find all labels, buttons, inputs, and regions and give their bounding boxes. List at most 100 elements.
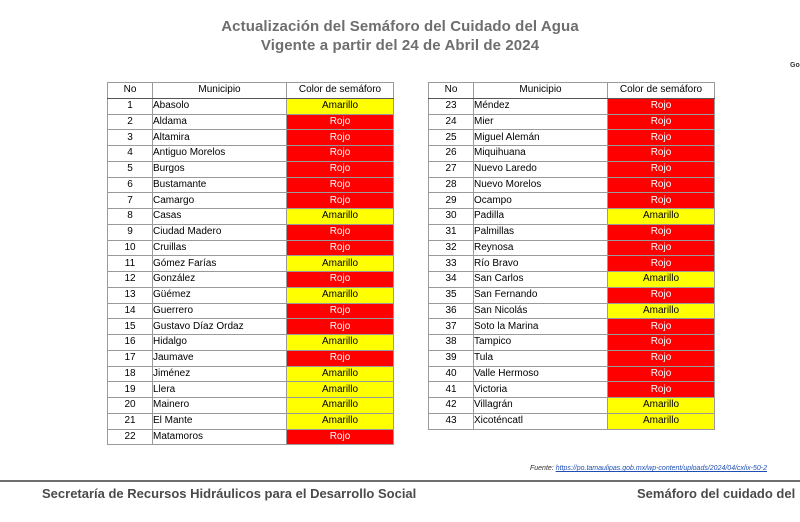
semaforo-color: Rojo: [607, 129, 715, 146]
semaforo-color: Rojo: [607, 381, 715, 398]
source-link[interactable]: https://po.tamaulipas.gob.mx/wp-content/…: [555, 465, 767, 472]
table-row: 25 Miguel Alemán Rojo: [428, 129, 715, 146]
table-row: 9 Ciudad Madero Rojo: [107, 223, 394, 241]
table-row: 11 Gómez Farías Amarillo: [107, 255, 394, 272]
row-number: 2: [107, 113, 153, 131]
municipio-name: Miguel Alemán: [473, 129, 608, 146]
municipio-name: Soto la Marina: [473, 318, 608, 335]
row-number: 43: [428, 412, 474, 430]
row-number: 13: [107, 286, 153, 304]
row-number: 17: [107, 349, 153, 367]
table-row: 24 Mier Rojo: [428, 113, 715, 131]
municipio-name: Mier: [473, 113, 608, 131]
semaforo-color: Rojo: [286, 302, 394, 320]
header-color: Color de semáforo: [286, 82, 394, 99]
table-row: 29 Ocampo Rojo: [428, 192, 715, 209]
municipio-name: San Fernando: [473, 286, 608, 304]
municipio-name: Cruillas: [152, 239, 287, 257]
semaforo-color: Amarillo: [286, 334, 394, 351]
row-number: 38: [428, 334, 474, 351]
footer-right-text: Semáforo del cuidado del: [637, 486, 796, 501]
row-number: 34: [428, 271, 474, 288]
table-row: 2 Aldama Rojo: [107, 113, 394, 131]
semaforo-color: Rojo: [607, 223, 715, 241]
semaforo-color: Amarillo: [286, 255, 394, 272]
table-row: 41 Victoria Rojo: [428, 381, 715, 398]
municipio-name: Antiguo Morelos: [152, 145, 287, 162]
corner-logo-text: Go: [790, 62, 800, 69]
municipios-table-right: No Municipio Color de semáforo 23 Méndez R…: [428, 82, 715, 430]
semaforo-color: Rojo: [286, 271, 394, 288]
table-row: 1 Abasolo Amarillo: [107, 97, 394, 115]
municipio-name: Miquihuana: [473, 145, 608, 162]
municipio-name: Burgos: [152, 160, 287, 178]
header-municipio: Municipio: [473, 82, 608, 99]
table-row: 38 Tampico Rojo: [428, 334, 715, 351]
municipio-name: Altamira: [152, 129, 287, 146]
source-note: Fuente: https://po.tamaulipas.gob.mx/wp-…: [530, 465, 767, 472]
municipio-name: Río Bravo: [473, 255, 608, 272]
table-row: 4 Antiguo Morelos Rojo: [107, 145, 394, 162]
semaforo-color: Rojo: [607, 318, 715, 335]
table-row: 26 Miquihuana Rojo: [428, 145, 715, 162]
header-no: No: [428, 82, 474, 99]
municipio-name: Mainero: [152, 397, 287, 414]
semaforo-color: Rojo: [607, 192, 715, 209]
row-number: 4: [107, 145, 153, 162]
row-number: 12: [107, 271, 153, 288]
row-number: 6: [107, 176, 153, 194]
municipio-name: Ocampo: [473, 192, 608, 209]
table-row: 28 Nuevo Morelos Rojo: [428, 176, 715, 194]
semaforo-color: Rojo: [286, 428, 394, 446]
municipio-name: Casas: [152, 208, 287, 225]
row-number: 11: [107, 255, 153, 272]
row-number: 31: [428, 223, 474, 241]
row-number: 8: [107, 208, 153, 225]
municipio-name: Jiménez: [152, 365, 287, 383]
row-number: 22: [107, 428, 153, 446]
municipio-name: Padilla: [473, 208, 608, 225]
row-number: 5: [107, 160, 153, 178]
municipio-name: Victoria: [473, 381, 608, 398]
row-number: 32: [428, 239, 474, 257]
row-number: 35: [428, 286, 474, 304]
table-row: 40 Valle Hermoso Rojo: [428, 365, 715, 383]
municipio-name: Xicoténcatl: [473, 412, 608, 430]
municipio-name: Villagrán: [473, 397, 608, 414]
table-row: 5 Burgos Rojo: [107, 160, 394, 178]
row-number: 15: [107, 318, 153, 335]
header-color: Color de semáforo: [607, 82, 715, 99]
table-row: 20 Mainero Amarillo: [107, 397, 394, 414]
row-number: 23: [428, 97, 474, 115]
semaforo-color: Rojo: [286, 160, 394, 178]
municipio-name: Matamoros: [152, 428, 287, 446]
semaforo-color: Rojo: [286, 318, 394, 335]
table-row: 37 Soto la Marina Rojo: [428, 318, 715, 335]
municipio-name: Ciudad Madero: [152, 223, 287, 241]
municipio-name: Nuevo Laredo: [473, 160, 608, 178]
table-row: 8 Casas Amarillo: [107, 208, 394, 225]
municipio-name: Gustavo Díaz Ordaz: [152, 318, 287, 335]
municipio-name: Méndez: [473, 97, 608, 115]
table-row: 34 San Carlos Amarillo: [428, 271, 715, 288]
footer-divider: [0, 480, 800, 482]
row-number: 27: [428, 160, 474, 178]
semaforo-color: Amarillo: [607, 302, 715, 320]
municipio-name: San Nicolás: [473, 302, 608, 320]
municipio-name: Aldama: [152, 113, 287, 131]
table-row: 43 Xicoténcatl Amarillo: [428, 412, 715, 430]
municipio-name: Guerrero: [152, 302, 287, 320]
row-number: 28: [428, 176, 474, 194]
row-number: 33: [428, 255, 474, 272]
row-number: 37: [428, 318, 474, 335]
municipio-name: Reynosa: [473, 239, 608, 257]
table-row: 39 Tula Rojo: [428, 349, 715, 367]
row-number: 9: [107, 223, 153, 241]
table-row: 33 Río Bravo Rojo: [428, 255, 715, 272]
table-row: 23 Méndez Rojo: [428, 97, 715, 115]
row-number: 1: [107, 97, 153, 115]
semaforo-color: Amarillo: [286, 381, 394, 398]
table-row: 12 González Rojo: [107, 271, 394, 288]
row-number: 3: [107, 129, 153, 146]
semaforo-color: Amarillo: [607, 412, 715, 430]
